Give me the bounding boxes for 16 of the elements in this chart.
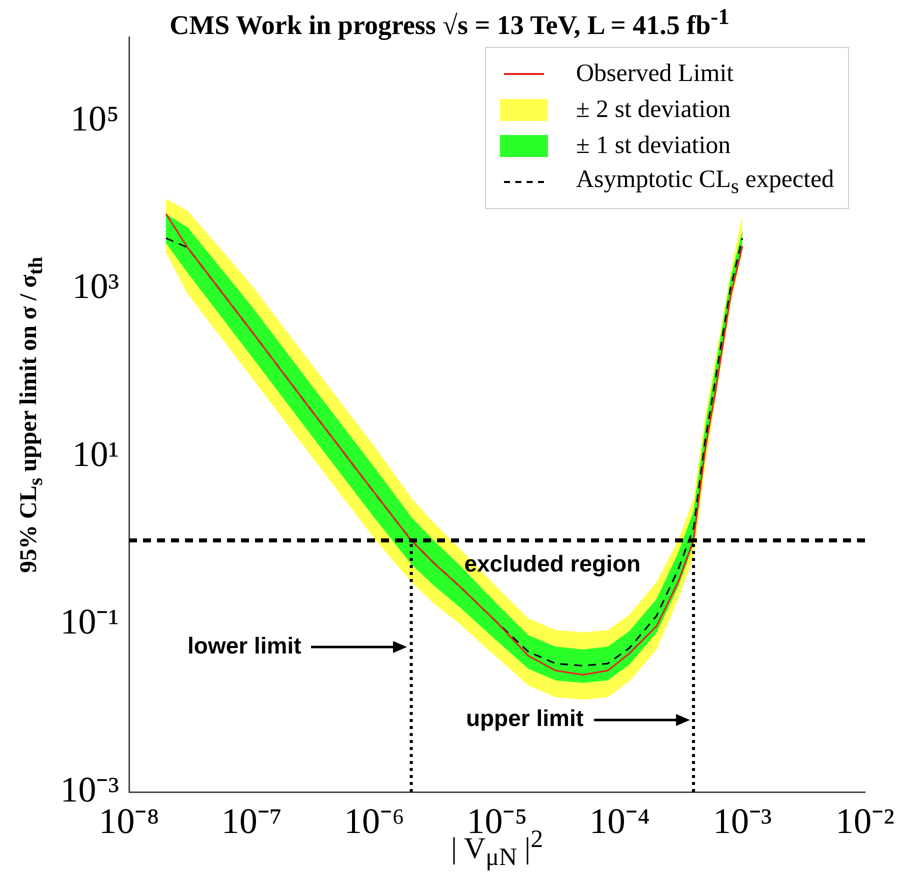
legend-label: Observed Limit <box>576 60 734 88</box>
annotation: upper limit <box>466 704 584 731</box>
legend-label: ± 1 st deviation <box>576 132 731 160</box>
x-tick-label: 10⁻⁷ <box>221 801 282 842</box>
x-tick-label: 10⁻⁴ <box>589 801 650 842</box>
legend-label: Asymptotic CL$_{s}$ expected <box>576 166 834 198</box>
y-tick-label: 10¹ <box>72 434 119 474</box>
legend-label: ± 2 st deviation <box>576 96 731 124</box>
y-tick-label: 10⁵ <box>70 98 119 138</box>
y-tick-label: 10³ <box>72 266 120 306</box>
y-tick-label: 10⁻¹ <box>60 602 119 642</box>
annotation: lower limit <box>188 632 302 658</box>
x-tick-label: 10⁻⁶ <box>344 801 405 842</box>
x-tick-label: 10⁻³ <box>712 801 772 842</box>
x-tick-label: 10⁻² <box>836 801 894 842</box>
chart-title: CMS Work in progress √s = 13 TeV, L = 41.5 fb$^{-1}$ <box>168 4 730 41</box>
